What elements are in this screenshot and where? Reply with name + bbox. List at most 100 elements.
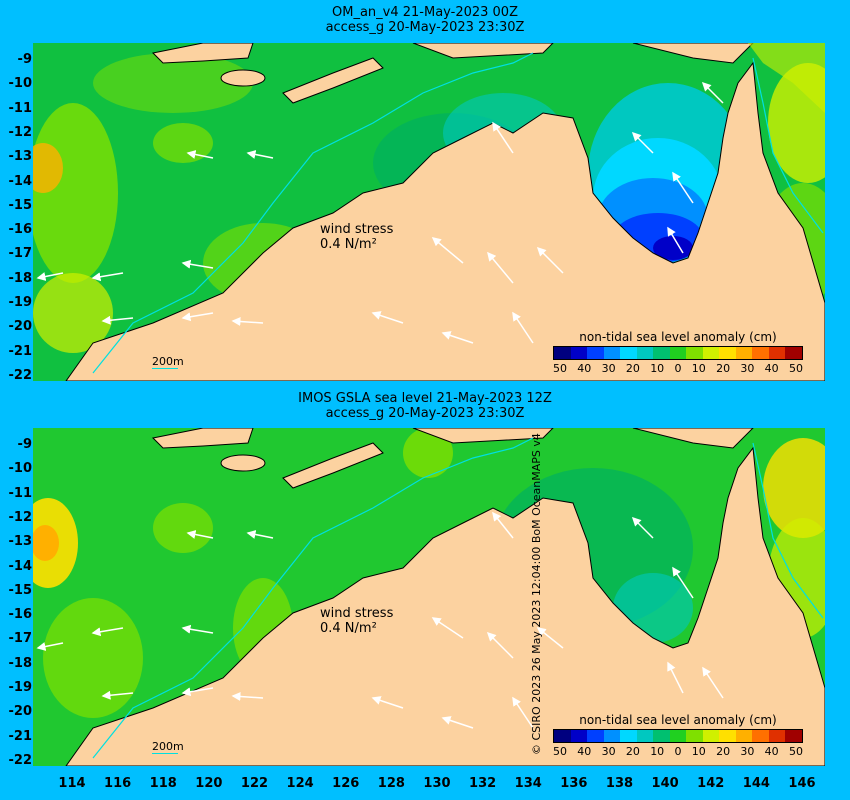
latitude-tick-label: -11 (8, 100, 33, 116)
colorbar-tick-label: 50 (553, 745, 567, 758)
latitude-tick-label: -15 (8, 582, 33, 598)
latitude-tick-label: -16 (8, 607, 33, 623)
colorbar-swatch (752, 347, 769, 359)
longitude-tick-label: 114 (58, 776, 86, 791)
colorbar-swatch (620, 347, 637, 359)
latitude-tick-label: -19 (8, 295, 33, 311)
top-wind-label: wind stress (320, 222, 394, 237)
colorbar-swatch (570, 730, 588, 742)
bottom-title-line1: IMOS GSLA sea level 21-May-2023 12Z (298, 391, 552, 406)
latitude-tick-label: -9 (17, 52, 32, 67)
colorbar-tick-label: 40 (764, 362, 779, 375)
colorbar-swatch (669, 347, 687, 359)
latitude-tick-label: -20 (8, 319, 33, 335)
colorbar-tick-label: 20 (716, 745, 731, 758)
bottom-map (33, 428, 825, 766)
colorbar-swatch (719, 730, 736, 742)
latitude-tick-label: -10 (8, 76, 33, 92)
colorbar-tick-label: 0 (674, 362, 682, 375)
latitude-tick-label: -12 (8, 124, 33, 140)
latitude-tick-label: -18 (8, 270, 33, 286)
colorbar-swatch (636, 730, 654, 742)
colorbar-swatch (570, 347, 588, 359)
longitude-tick-label: 116 (104, 776, 132, 791)
top-wind-legend: wind stress 0.4 N/m² (320, 222, 393, 252)
colorbar-tick-label: 20 (716, 362, 731, 375)
longitude-tick-label: 126 (332, 776, 360, 791)
top-colorbar: non-tidal sea level anomaly (cm) 50 40 30 2… (553, 330, 803, 375)
latitude-tick-label: -13 (8, 534, 33, 550)
longitude-tick-label: 120 (195, 776, 223, 791)
colorbar-tick-label: 40 (577, 745, 592, 758)
longitude-tick-label: 146 (788, 776, 816, 791)
longitude-tick-label: 118 (149, 776, 177, 791)
colorbar-tick-label: 10 (691, 362, 706, 375)
top-title-line2: access_g 20-May-2023 23:30Z (325, 20, 525, 35)
colorbar-tick-label: 40 (764, 745, 779, 758)
colorbar-tick-label: 50 (788, 362, 803, 375)
colorbar-swatch (785, 347, 802, 359)
bottom-colorbar-bar (553, 729, 803, 743)
colorbar-swatch (686, 347, 703, 359)
colorbar-tick-label: 30 (740, 362, 755, 375)
colorbar-tick-label: 30 (601, 745, 616, 758)
top-wind-value: 0.4 N/m² (320, 237, 377, 252)
bottom-colorbar-title: non-tidal sea level anomaly (cm) (579, 713, 777, 727)
colorbar-swatch (702, 347, 720, 359)
colorbar-swatch (719, 347, 736, 359)
bottom-wind-label: wind stress (320, 606, 394, 621)
latitude-tick-label: -14 (8, 558, 33, 574)
latitude-tick-label: -16 (8, 222, 33, 238)
colorbar-swatch (620, 730, 637, 742)
latitude-tick-label: -11 (8, 485, 33, 501)
longitude-tick-label: 138 (605, 776, 634, 791)
colorbar-swatch (587, 730, 604, 742)
latitude-tick-label: -14 (8, 173, 33, 189)
colorbar-swatch (735, 347, 753, 359)
top-colorbar-ticks: 50 40 30 20 10 0 10 20 30 40 50 (553, 362, 803, 375)
longitude-tick-label: 122 (240, 776, 269, 791)
latitude-tick-label: -15 (8, 197, 33, 213)
colorbar-tick-label: 10 (650, 745, 665, 758)
colorbar-swatch (636, 347, 654, 359)
top-isobath-label: 200m (152, 355, 184, 368)
colorbar-tick-label: 40 (577, 362, 592, 375)
latitude-tick-label: -12 (8, 509, 33, 525)
latitude-tick-label: -17 (8, 631, 33, 647)
colorbar-swatch (768, 347, 786, 359)
latitude-tick-label: -18 (8, 655, 33, 671)
bottom-panel-title: IMOS GSLA sea level 21-May-2023 12Z acce… (0, 391, 850, 421)
colorbar-swatch (653, 347, 670, 359)
colorbar-swatch (669, 730, 687, 742)
longitude-tick-label: 144 (742, 776, 770, 791)
colorbar-swatch (587, 347, 604, 359)
colorbar-swatch (735, 730, 753, 742)
colorbar-swatch (554, 347, 571, 359)
colorbar-tick-label: 0 (674, 745, 682, 758)
latitude-tick-label: -17 (8, 246, 33, 262)
colorbar-swatch (785, 730, 802, 742)
bottom-colorbar-ticks: 50 40 30 20 10 0 10 20 30 40 50 (553, 745, 803, 758)
latitude-tick-label: -9 (17, 437, 32, 452)
colorbar-tick-label: 30 (601, 362, 616, 375)
longitude-tick-label: 132 (469, 776, 497, 791)
colorbar-tick-label: 10 (691, 745, 706, 758)
colorbar-tick-label: 20 (625, 745, 640, 758)
colorbar-swatch (603, 347, 621, 359)
colorbar-swatch (752, 730, 769, 742)
top-isobath-swatch (152, 368, 178, 369)
latitude-tick-label: -22 (8, 368, 33, 383)
colorbar-swatch (603, 730, 621, 742)
colorbar-tick-label: 30 (740, 745, 755, 758)
colorbar-swatch (686, 730, 703, 742)
latitude-tick-label: -10 (8, 461, 33, 477)
bottom-colorbar: non-tidal sea level anomaly (cm) 50 40 30 2… (553, 713, 803, 758)
latitude-tick-label: -21 (8, 728, 33, 744)
colorbar-swatch (653, 730, 670, 742)
longitude-tick-label: 142 (697, 776, 725, 791)
longitude-tick-label: 124 (286, 776, 314, 791)
bottom-wind-value: 0.4 N/m² (320, 621, 377, 636)
top-colorbar-bar (553, 346, 803, 360)
latitude-tick-label: -22 (8, 753, 33, 768)
bottom-isobath-label: 200m (152, 740, 184, 753)
